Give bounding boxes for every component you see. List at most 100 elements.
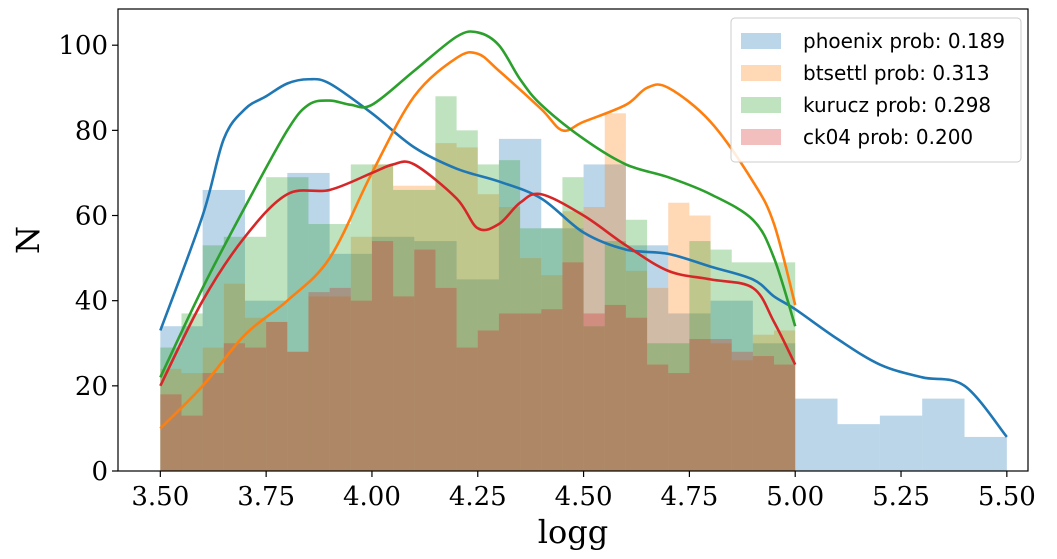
- bar-3-2: [202, 373, 224, 471]
- kde-line-1: [159, 50, 797, 430]
- x-axis-label: logg: [538, 513, 608, 551]
- bar-2-14: [456, 130, 478, 471]
- bar-3-24: [668, 373, 690, 471]
- bar-1-7: [308, 296, 330, 471]
- bar-1-13: [435, 143, 457, 471]
- bar-1-11: [393, 185, 415, 472]
- bar-2-10: [371, 164, 394, 471]
- bar-3-22: [625, 317, 648, 471]
- bar-3-1: [181, 415, 203, 471]
- bar-2-29: [774, 262, 796, 471]
- bar-0-6: [414, 241, 457, 471]
- legend-label: phoenix prob: 0.189: [803, 29, 1005, 53]
- bar-0-5: [371, 236, 415, 471]
- y-tick-label: 0: [91, 457, 108, 487]
- kde-curves: [159, 30, 1008, 438]
- bar-2-16: [498, 160, 521, 471]
- bar-0-15: [795, 398, 838, 471]
- legend-swatch: [741, 97, 781, 113]
- legend: phoenix prob: 0.189 btsettl prob: 0.313 ku…: [730, 17, 1022, 163]
- bar-0-11: [625, 245, 669, 471]
- bar-3-3: [223, 343, 245, 471]
- bar-3-29: [774, 364, 796, 471]
- y-tick-label: 40: [75, 287, 108, 317]
- bar-0-3: [287, 172, 330, 471]
- bar-1-0: [160, 368, 182, 471]
- bar-3-19: [562, 262, 584, 471]
- bar-2-27: [731, 262, 753, 471]
- bar-2-8: [329, 224, 351, 471]
- legend-label: btsettl prob: 0.313: [803, 61, 990, 85]
- bar-2-11: [393, 189, 415, 471]
- bars-series-2: [160, 96, 796, 472]
- bar-0-17: [879, 415, 923, 471]
- x-tick-label: 3.75: [237, 482, 295, 512]
- bar-3-17: [520, 313, 542, 471]
- bar-1-14: [456, 147, 478, 472]
- bar-2-18: [541, 228, 563, 471]
- kde-line-3: [159, 160, 797, 387]
- bar-2-21: [604, 241, 626, 471]
- bar-2-12: [414, 189, 436, 471]
- bar-2-17: [520, 228, 542, 471]
- bar-1-23: [647, 287, 669, 471]
- y-tick-label: 80: [75, 116, 108, 146]
- bar-0-7: [456, 279, 499, 471]
- bar-3-6: [287, 351, 309, 471]
- bar-2-3: [223, 236, 245, 471]
- bar-1-19: [562, 211, 584, 472]
- bar-2-5: [266, 177, 288, 471]
- bar-1-27: [731, 360, 753, 471]
- bar-2-1: [181, 313, 203, 471]
- bar-1-15: [477, 194, 499, 471]
- x-tick-label: 3.50: [131, 482, 189, 512]
- bar-3-7: [308, 292, 330, 471]
- legend-label: ck04 prob: 0.200: [803, 125, 973, 149]
- bar-0-14: [752, 343, 796, 471]
- kde-line-2: [159, 30, 797, 378]
- histogram-bars: [160, 96, 1007, 472]
- bar-1-29: [774, 330, 796, 471]
- bar-3-20: [583, 313, 605, 471]
- bar-1-3: [223, 283, 245, 471]
- bar-0-10: [583, 164, 626, 471]
- bar-0-9: [541, 228, 584, 471]
- bar-2-9: [350, 164, 372, 471]
- bar-3-28: [752, 356, 775, 471]
- bar-3-27: [731, 351, 753, 471]
- bar-2-15: [477, 164, 499, 471]
- bar-3-21: [604, 304, 626, 471]
- bar-0-12: [668, 313, 711, 471]
- bar-1-4: [244, 317, 267, 471]
- bar-3-16: [498, 313, 521, 471]
- bar-3-14: [456, 347, 478, 471]
- bar-0-0: [160, 326, 203, 471]
- bar-0-19: [964, 436, 1007, 471]
- bar-3-25: [689, 339, 711, 471]
- x-tick-label: 4.75: [660, 482, 718, 512]
- bar-2-7: [308, 224, 330, 471]
- bar-3-15: [477, 330, 499, 471]
- legend-swatch: [741, 33, 781, 49]
- bar-3-4: [244, 347, 267, 471]
- bar-2-20: [583, 326, 605, 471]
- bars-series-1: [160, 113, 796, 472]
- bar-2-2: [202, 245, 224, 471]
- bar-2-19: [562, 177, 584, 471]
- x-tick-label: 5.50: [978, 482, 1036, 512]
- bar-2-23: [647, 343, 669, 471]
- bar-2-24: [668, 343, 690, 471]
- bar-1-20: [583, 207, 605, 471]
- bar-3-23: [647, 364, 669, 471]
- bar-2-28: [752, 262, 775, 471]
- bar-3-8: [329, 287, 351, 471]
- x-tick-label: 4.00: [343, 482, 401, 512]
- bar-2-25: [689, 241, 711, 471]
- x-tick-label: 4.50: [555, 482, 613, 512]
- bar-2-13: [435, 96, 457, 472]
- bar-3-26: [710, 339, 732, 471]
- bar-1-6: [287, 351, 309, 471]
- bar-0-13: [710, 300, 753, 471]
- bar-1-24: [668, 202, 690, 471]
- bar-1-18: [541, 275, 563, 471]
